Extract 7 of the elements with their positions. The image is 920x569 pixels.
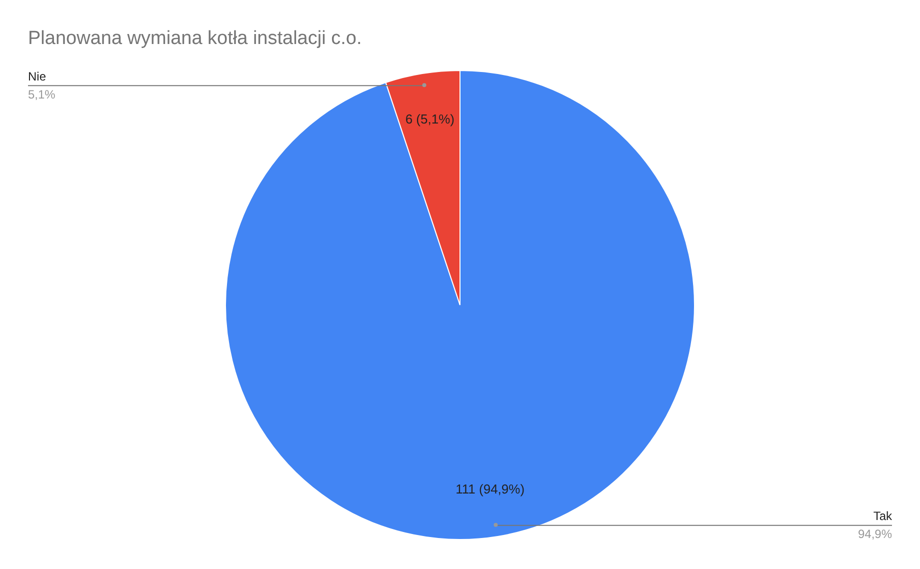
text: 5,1% — [28, 87, 56, 102]
data-label: 111 (94,9%) — [456, 482, 525, 497]
text: 94,9% — [858, 527, 892, 542]
slice-label: Tak — [873, 509, 893, 524]
data-label: 6 (5,1%) — [405, 111, 454, 126]
chart-title: Planowana wymiana kotła instalacji c.o. — [28, 28, 362, 50]
slice-label: Nie — [28, 69, 46, 84]
